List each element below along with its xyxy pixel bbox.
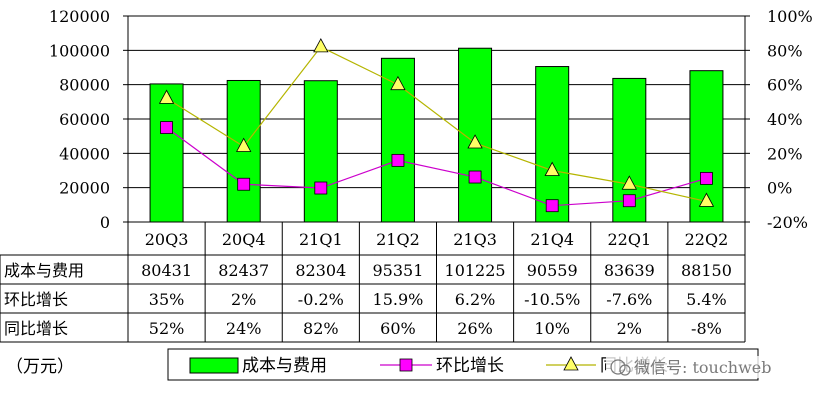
point-triangle [313,38,329,53]
table-cell: -0.2% [298,290,344,309]
point-square [160,121,173,134]
y-right-tick-label: 20% [767,144,803,163]
table-cell: 5.4% [686,290,727,309]
series-line [166,127,707,207]
x-tick-label: 21Q3 [453,230,497,249]
legend-swatch-triangle [563,356,579,371]
y-right-tick-label: 100% [767,7,813,26]
point-triangle [698,192,715,207]
legend-label: 环比增长 [436,356,504,376]
series-markers [158,38,715,213]
watermark-text: 微信号: touchweb [634,358,772,377]
y-right-tick-label: 40% [767,110,803,129]
x-tick-label: 20Q4 [222,230,266,249]
table-cell: 15.9% [373,290,424,309]
point-square [700,171,713,185]
legend-swatch-square [399,358,413,372]
x-tick-label: 21Q4 [530,230,574,249]
table-row-label: 同比增长 [4,319,68,338]
table-cell: 24% [226,319,262,338]
table-cell: 90559 [527,261,578,280]
table-cell: -7.6% [606,290,652,309]
gridlines [128,15,745,189]
y-left-tick-label: 40000 [59,144,110,163]
table-row-label: 环比增长 [4,290,68,309]
point-triangle [467,134,483,149]
axes: 0 20000 40000 60000 80000 100000 120000 -20% 0% 2… [49,7,813,232]
y-right-tick-label: 80% [767,41,803,60]
x-tick-label: 20Q3 [145,230,189,249]
x-tick-label: 22Q2 [685,230,729,249]
x-tick-label: 21Q1 [299,230,343,249]
legend-label: 成本与费用 [242,356,327,376]
watermark-backdrop [606,356,812,378]
point-triangle [236,137,252,152]
bars [149,47,724,223]
table-cell: 52% [149,319,185,338]
data-table: 20Q3 20Q4 21Q1 21Q2 21Q3 21Q4 22Q1 22Q2 成本与费用 804… [0,221,746,343]
table-cell: 10% [534,319,570,338]
point-square [545,199,559,213]
y-left-tick-label: 0 [100,213,110,232]
table-cell: 60% [380,319,416,338]
table-cell: 82% [303,319,339,338]
point-triangle [390,75,406,91]
table-cell: 88150 [681,261,732,280]
table-cell: 82437 [218,261,269,280]
table-row-label: 成本与费用 [4,261,84,280]
y-left-tick-label: 100000 [49,41,110,60]
table-cell: 2% [231,290,256,309]
point-triangle [544,161,560,176]
point-triangle [621,175,637,190]
wechat-icon [619,364,631,376]
table-cell: 82304 [295,261,346,280]
point-square [468,170,482,184]
series-lines [166,46,707,207]
y-left-tick-label: 80000 [59,76,110,95]
watermark: 微信号: touchweb [606,356,812,378]
bar [149,83,184,223]
unit-label: （万元） [6,357,74,377]
point-triangle [158,89,175,104]
table-cell: 95351 [372,261,423,280]
table-cell: 2% [617,319,642,338]
y-right-tick-label: 0% [767,179,792,198]
point-square [237,177,251,191]
y-left-tick-label: 60000 [59,110,110,129]
y-left-tick-label: 20000 [59,179,110,198]
point-square [314,181,328,195]
table-cell: 26% [457,319,493,338]
x-tick-label: 22Q1 [607,230,651,249]
y-right-tick-label: -20% [767,213,808,232]
table-cell: 80431 [141,261,192,280]
y-right-tick-label: 60% [767,76,803,95]
y-left-tick-label: 120000 [49,7,110,26]
table-cell: 101225 [445,261,506,280]
bar [535,66,570,223]
bar [303,80,338,223]
point-square [391,153,405,167]
wechat-icon [610,359,626,375]
table-cell: 83639 [604,261,655,280]
table-cell: 6.2% [455,290,496,309]
legend-swatch-bar [189,357,239,374]
table-cell: -10.5% [524,290,580,309]
x-tick-label: 21Q2 [376,230,420,249]
point-square [622,194,636,208]
table-cell: 35% [149,290,185,309]
series-line [166,46,707,202]
table-cell: -8% [691,319,722,338]
